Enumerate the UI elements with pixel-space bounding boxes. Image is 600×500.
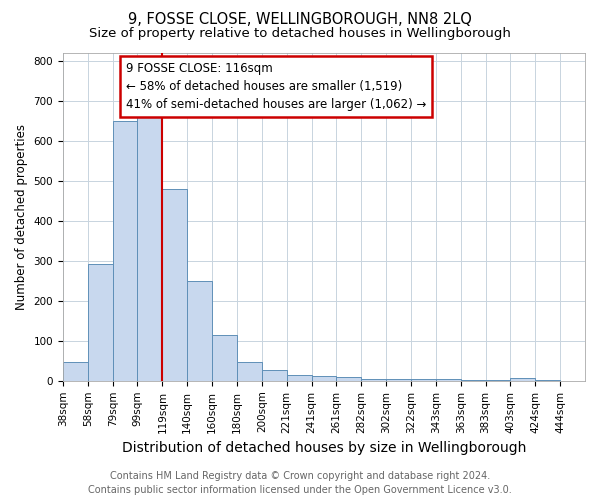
Text: Size of property relative to detached houses in Wellingborough: Size of property relative to detached ho… xyxy=(89,28,511,40)
X-axis label: Distribution of detached houses by size in Wellingborough: Distribution of detached houses by size … xyxy=(122,441,526,455)
Text: 9, FOSSE CLOSE, WELLINGBOROUGH, NN8 2LQ: 9, FOSSE CLOSE, WELLINGBOROUGH, NN8 2LQ xyxy=(128,12,472,28)
Text: Contains HM Land Registry data © Crown copyright and database right 2024.
Contai: Contains HM Land Registry data © Crown c… xyxy=(88,471,512,495)
Text: 9 FOSSE CLOSE: 116sqm
← 58% of detached houses are smaller (1,519)
41% of semi-d: 9 FOSSE CLOSE: 116sqm ← 58% of detached … xyxy=(125,62,426,112)
Y-axis label: Number of detached properties: Number of detached properties xyxy=(15,124,28,310)
